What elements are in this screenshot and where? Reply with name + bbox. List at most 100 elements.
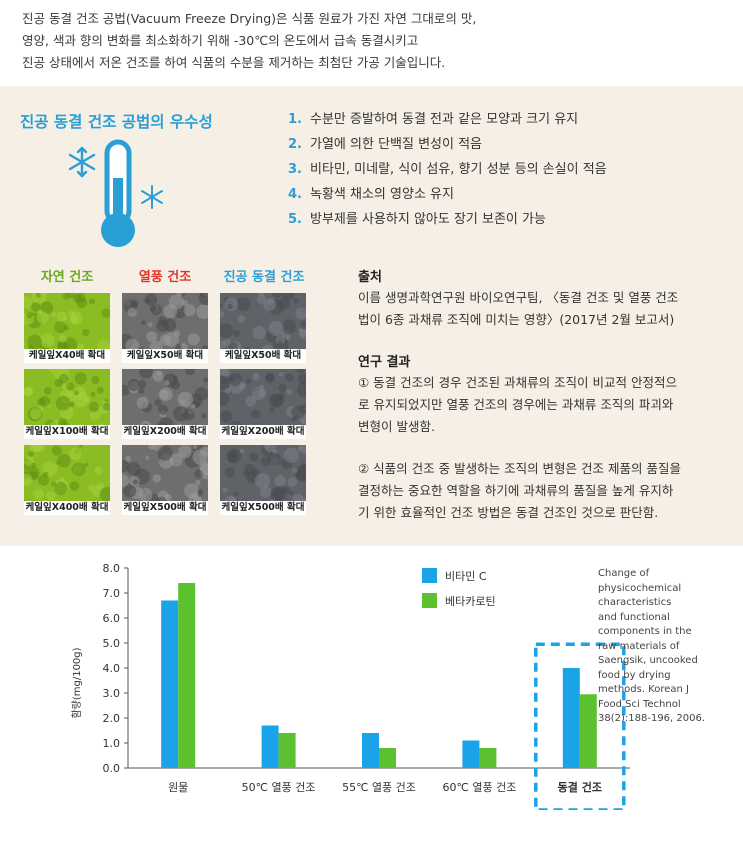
micrograph-image: 케일잎X40배 확대 xyxy=(24,293,110,363)
benefit-text: 가열에 의한 단백질 변성이 적음 xyxy=(310,137,483,152)
intro-line: 영양, 색과 향의 변화를 최소화하기 위해 -30℃의 온도에서 급속 동결시… xyxy=(22,33,419,48)
x-tick-label: 50℃ 열풍 건조 xyxy=(242,781,316,794)
micrograph-image: 케일잎X200배 확대 xyxy=(220,369,306,439)
y-tick-label: 5.0 xyxy=(103,637,121,650)
citation-line: methods. Korean J xyxy=(598,684,690,695)
y-tick-label: 7.0 xyxy=(103,587,121,600)
micrograph-caption: 케일잎X50배 확대 xyxy=(220,349,306,363)
source-and-results: 출처 이름 생명과학연구원 바이오연구팀, 〈동결 건조 및 열풍 건조 법이 … xyxy=(358,266,718,524)
micrograph-caption: 케일잎X200배 확대 xyxy=(220,425,306,439)
citation-line: 38(2):188-196, 2006. xyxy=(598,713,706,724)
results-line: ① 동결 건조의 경우 건조된 과채류의 조직이 비교적 안정적으 xyxy=(358,375,677,390)
micrograph-image: 케일잎X100배 확대 xyxy=(24,369,110,439)
citation-line: Saengsik, uncooked xyxy=(598,655,698,666)
source-line: 법이 6종 과채류 조직에 미치는 영향〉(2017년 2월 보고서) xyxy=(358,312,675,327)
micrograph-image: 케일잎X50배 확대 xyxy=(220,293,306,363)
bar-vitamin-c xyxy=(562,668,580,768)
benefit-text: 비타민, 미네랄, 식이 섬유, 향기 성분 등의 손실이 적음 xyxy=(310,162,607,177)
bar-beta-carotene xyxy=(178,583,196,768)
benefit-item: 3. 비타민, 미네랄, 식이 섬유, 향기 성분 등의 손실이 적음 xyxy=(288,157,607,182)
column-title-hot-air-drying: 열풍 건조 xyxy=(138,270,192,285)
legend-swatch xyxy=(422,568,437,583)
micrograph-caption: 케일잎X40배 확대 xyxy=(24,349,110,363)
y-tick-label: 0.0 xyxy=(103,762,121,775)
source-heading: 출처 xyxy=(358,270,382,285)
results-line: 기 위한 효율적인 건조 방법은 동결 건조인 것으로 판단함. xyxy=(358,505,659,520)
benefit-number: 3. xyxy=(288,162,302,177)
y-tick-label: 4.0 xyxy=(103,662,121,675)
bar-beta-carotene xyxy=(479,748,497,768)
citation-line: characteristics xyxy=(598,597,672,608)
bar-beta-carotene xyxy=(379,748,396,768)
micrograph-image: 케일잎X400배 확대 xyxy=(24,445,110,515)
citation-line: Food Sci Technol xyxy=(598,698,681,710)
benefit-number: 5. xyxy=(288,212,302,227)
micrograph-caption: 케일잎X100배 확대 xyxy=(24,425,110,439)
thermometer-snowflake-icon xyxy=(60,138,180,253)
bar-beta-carotene xyxy=(579,694,597,768)
micrograph-caption: 케일잎X500배 확대 xyxy=(220,501,306,515)
results-paragraph-1: ① 동결 건조의 경우 건조된 과채류의 조직이 비교적 안정적으 로 유지되었… xyxy=(358,372,718,438)
benefit-number: 2. xyxy=(288,137,302,152)
intro-line: 진공 상태에서 저온 건조를 하여 식품의 수분을 제거하는 최첨단 가공 기술… xyxy=(22,55,446,70)
micrograph-caption: 케일잎X200배 확대 xyxy=(122,425,208,439)
x-tick-label: 원물 xyxy=(168,781,188,794)
legend-label: 비타민 C xyxy=(445,570,487,583)
benefit-item: 2. 가열에 의한 단백질 변성이 적음 xyxy=(288,132,607,157)
results-line: ② 식품의 건조 중 발생하는 조직의 변형은 건조 제품의 품질을 xyxy=(358,461,681,476)
y-tick-label: 2.0 xyxy=(103,712,121,725)
bar-vitamin-c xyxy=(362,733,379,768)
intro-paragraph: 진공 동결 건조 공법(Vacuum Freeze Drying)은 식품 원료… xyxy=(22,8,732,74)
column-title-freeze-drying: 진공 동결 건조 xyxy=(223,270,305,285)
benefit-item: 5. 방부제를 사용하지 않아도 장기 보존이 가능 xyxy=(288,207,607,232)
y-tick-label: 1.0 xyxy=(103,737,121,750)
chart-citation: Change of physicochemical characteristic… xyxy=(598,567,738,727)
micrograph-caption: 케일잎X400배 확대 xyxy=(24,501,110,515)
benefits-list: 1. 수분만 증발하여 동결 전과 같은 모양과 크기 유지 2. 가열에 의한 단… xyxy=(288,107,607,232)
citation-line: food by drying xyxy=(598,669,671,681)
benefit-text: 수분만 증발하여 동결 전과 같은 모양과 크기 유지 xyxy=(310,112,579,127)
citation-line: Change of xyxy=(598,568,650,579)
micrograph-image: 케일잎X500배 확대 xyxy=(122,445,208,515)
x-tick-label: 동결 건조 xyxy=(558,780,602,794)
micrograph-image: 케일잎X50배 확대 xyxy=(122,293,208,363)
results-paragraph-2: ② 식품의 건조 중 발생하는 조직의 변형은 건조 제품의 품질을 결정하는 … xyxy=(358,458,718,524)
bar-beta-carotene xyxy=(278,733,296,768)
bar-vitamin-c xyxy=(261,725,279,768)
y-tick-label: 6.0 xyxy=(103,612,121,625)
citation-line: and functional xyxy=(598,611,670,623)
column-title-natural-drying: 자연 건조 xyxy=(40,270,94,285)
micrograph-image: 케일잎X200배 확대 xyxy=(122,369,208,439)
source-text: 이름 생명과학연구원 바이오연구팀, 〈동결 건조 및 열풍 건조 법이 6종 … xyxy=(358,287,718,331)
x-tick-label: 60℃ 열풍 건조 xyxy=(442,781,516,794)
panel-title: 진공 동결 건조 공법의 우수성 xyxy=(20,113,213,131)
micrograph-image: 케일잎X500배 확대 xyxy=(220,445,306,515)
benefit-text: 녹황색 채소의 영양소 유지 xyxy=(310,187,454,202)
nutrient-bar-chart: 0.0 1.0 2.0 3.0 4.0 5.0 6.0 7.0 8.0 함량(mg/100g) 원물… xyxy=(60,555,640,810)
bar-vitamin-c xyxy=(462,740,480,768)
citation-line: raw materials of xyxy=(598,640,680,652)
results-line: 로 유지되었지만 열풍 건조의 경우에는 과채류 조직의 파괴와 xyxy=(358,397,674,412)
benefit-item: 4. 녹황색 채소의 영양소 유지 xyxy=(288,182,607,207)
results-line: 결정하는 중요한 역할을 하기에 과채류의 품질을 높게 유지하 xyxy=(358,483,674,498)
y-axis-label: 함량(mg/100g) xyxy=(71,647,83,718)
legend-label: 베타카로틴 xyxy=(445,595,496,608)
citation-line: components in the xyxy=(598,626,692,637)
legend-swatch xyxy=(422,593,437,608)
benefit-number: 4. xyxy=(288,187,302,202)
micrograph-caption: 케일잎X500배 확대 xyxy=(122,501,208,515)
x-tick-label: 55℃ 열풍 건조 xyxy=(342,781,416,794)
bar-vitamin-c xyxy=(161,600,179,768)
chart-canvas: 0.0 1.0 2.0 3.0 4.0 5.0 6.0 7.0 8.0 함량(mg/100g) 원물… xyxy=(71,562,630,810)
citation-line: physicochemical xyxy=(598,582,682,594)
y-tick-label: 3.0 xyxy=(103,687,121,700)
benefit-text: 방부제를 사용하지 않아도 장기 보존이 가능 xyxy=(310,212,546,227)
intro-line: 진공 동결 건조 공법(Vacuum Freeze Drying)은 식품 원료… xyxy=(22,11,477,26)
benefit-item: 1. 수분만 증발하여 동결 전과 같은 모양과 크기 유지 xyxy=(288,107,607,132)
results-line: 변형이 발생함. xyxy=(358,419,435,434)
y-tick-label: 8.0 xyxy=(103,562,121,575)
micrograph-caption: 케일잎X50배 확대 xyxy=(122,349,208,363)
benefit-number: 1. xyxy=(288,112,302,127)
results-heading: 연구 결과 xyxy=(358,355,411,370)
source-line: 이름 생명과학연구원 바이오연구팀, 〈동결 건조 및 열풍 건조 xyxy=(358,290,679,305)
